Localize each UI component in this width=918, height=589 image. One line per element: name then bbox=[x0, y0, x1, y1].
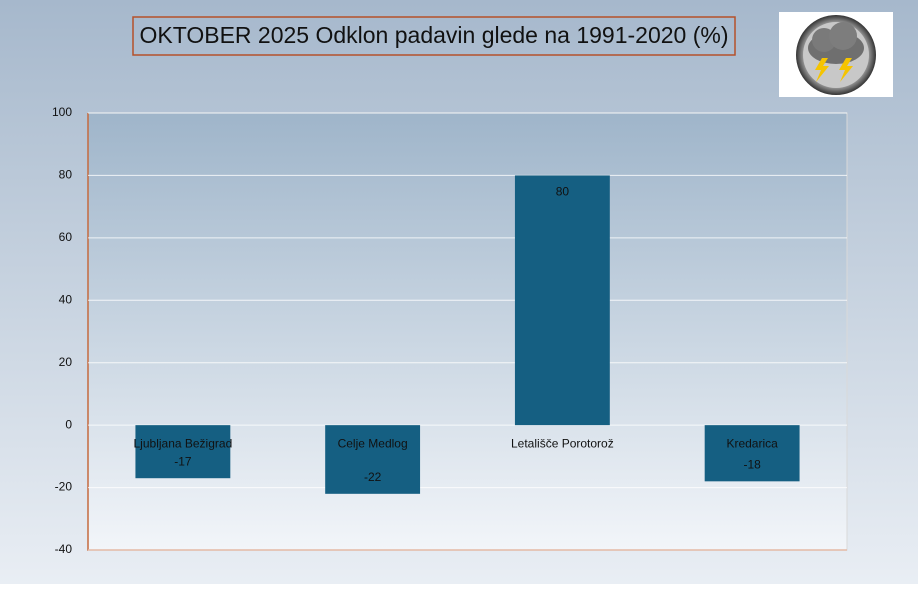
data-label: -22 bbox=[364, 470, 382, 484]
y-tick-label: -20 bbox=[55, 480, 73, 494]
title-box bbox=[132, 16, 736, 56]
x-tick-label: Letališče Porotorož bbox=[511, 436, 614, 450]
y-tick-label: 60 bbox=[59, 230, 73, 244]
x-tick-label: Ljubljana Bežigrad bbox=[134, 436, 233, 450]
y-tick-label: 40 bbox=[59, 292, 73, 306]
x-tick-label: Celje Medlog bbox=[338, 436, 408, 450]
bar bbox=[135, 425, 231, 479]
data-label: -17 bbox=[174, 454, 192, 468]
plot-area bbox=[87, 112, 848, 551]
y-tick-label: -40 bbox=[55, 542, 73, 556]
x-tick-label: Kredarica bbox=[726, 436, 778, 450]
y-tick-label: 0 bbox=[65, 417, 72, 431]
bar bbox=[325, 425, 421, 494]
y-tick-label: 80 bbox=[59, 168, 73, 182]
bar bbox=[514, 175, 610, 426]
weather-icon bbox=[779, 12, 893, 97]
y-tick-label: 100 bbox=[52, 105, 72, 119]
y-tick-label: 20 bbox=[59, 355, 73, 369]
data-label: -18 bbox=[743, 458, 761, 472]
bar bbox=[704, 425, 800, 482]
data-label: 80 bbox=[556, 185, 570, 199]
chart-title: OKTOBER 2025 Odklon padavin glede na 199… bbox=[139, 22, 728, 48]
